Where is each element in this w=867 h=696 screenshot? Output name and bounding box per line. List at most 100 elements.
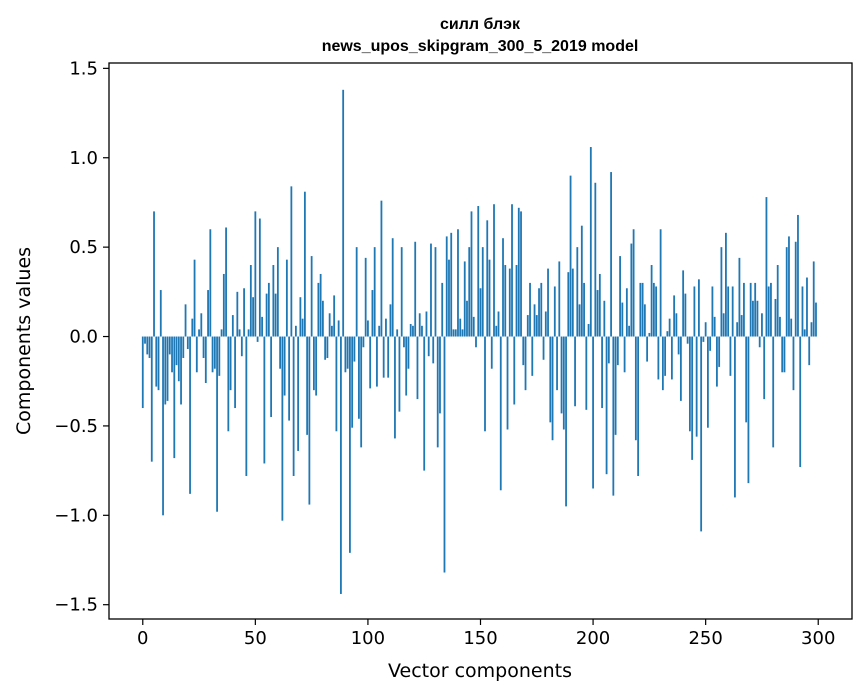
bar	[247, 329, 250, 337]
bar	[659, 229, 662, 337]
x-tick-label: 300	[801, 628, 835, 649]
bar	[497, 311, 500, 337]
bar	[425, 311, 428, 337]
bar	[391, 238, 394, 337]
bar	[752, 300, 754, 337]
bar	[700, 336, 703, 532]
bar	[747, 336, 750, 484]
bar	[238, 329, 241, 337]
bar	[484, 336, 486, 432]
bar	[531, 336, 534, 376]
bar	[616, 336, 619, 366]
bar	[175, 336, 178, 366]
bar	[240, 336, 243, 357]
bar	[670, 336, 673, 380]
bar	[358, 336, 360, 419]
bar	[418, 313, 421, 337]
bar	[553, 286, 556, 337]
bar	[371, 290, 374, 337]
bar	[571, 268, 574, 337]
bar	[758, 336, 761, 348]
chart-title-line-2: news_upos_skipgram_300_5_2019 model	[322, 38, 639, 55]
bar	[189, 336, 191, 494]
bar	[216, 336, 218, 512]
bar	[707, 336, 709, 428]
bar	[743, 282, 745, 337]
bar	[493, 204, 495, 337]
y-axis-label: Components values	[13, 247, 35, 435]
bar	[630, 243, 633, 337]
bar	[340, 336, 342, 594]
bar	[585, 336, 588, 410]
bar	[549, 336, 552, 423]
bar	[288, 336, 291, 421]
bar	[263, 336, 266, 464]
bar	[229, 336, 232, 391]
bar	[792, 336, 795, 391]
bar	[454, 329, 457, 337]
bar	[254, 211, 257, 337]
bar	[315, 336, 318, 396]
plot-frame	[108, 62, 853, 620]
bar	[729, 336, 732, 376]
x-tick-label: 250	[688, 628, 722, 649]
bar	[303, 191, 306, 337]
bar	[389, 304, 392, 337]
bar	[387, 336, 390, 378]
bar	[738, 257, 741, 337]
y-tick-label: −1.5	[54, 595, 98, 616]
bar	[321, 300, 324, 337]
bar	[628, 325, 630, 337]
bar	[650, 265, 653, 337]
bar	[794, 241, 797, 337]
bar	[360, 336, 363, 448]
bar	[803, 329, 806, 337]
bar	[191, 318, 194, 337]
bar	[270, 336, 273, 417]
bar	[445, 236, 448, 337]
bar	[502, 238, 504, 337]
bar	[461, 329, 464, 337]
bar	[625, 288, 628, 337]
bar	[279, 336, 282, 369]
bar	[506, 336, 509, 430]
bar	[432, 336, 435, 364]
bar	[427, 336, 430, 357]
bar	[693, 286, 696, 337]
bar	[265, 293, 268, 337]
bar	[720, 247, 723, 337]
y-tick-label: 0.5	[69, 237, 98, 258]
bar	[441, 282, 444, 337]
bar	[547, 268, 549, 337]
bar	[434, 247, 437, 337]
y-tick-label: −1.0	[54, 505, 98, 526]
bar	[376, 336, 378, 387]
bar	[526, 315, 529, 337]
bar	[578, 304, 581, 337]
bar	[761, 313, 763, 337]
bar	[632, 229, 635, 337]
bar	[353, 336, 356, 362]
bar	[812, 261, 815, 337]
bar	[587, 324, 590, 337]
bar	[513, 336, 516, 405]
bar	[385, 318, 387, 337]
x-tick-label: 100	[351, 628, 385, 649]
bar	[204, 336, 207, 384]
bar	[470, 211, 473, 337]
bar	[713, 316, 716, 337]
bar	[312, 336, 315, 391]
bar	[245, 336, 248, 476]
bar	[716, 336, 718, 387]
bar	[619, 256, 621, 337]
bar	[144, 336, 146, 344]
bar	[535, 315, 538, 337]
bar	[398, 336, 401, 412]
bar	[267, 282, 270, 337]
bar	[605, 336, 608, 475]
bar	[186, 336, 189, 350]
bar	[666, 331, 669, 337]
x-tick-label: 0	[137, 628, 148, 649]
bar	[407, 336, 410, 369]
bar	[252, 297, 254, 337]
